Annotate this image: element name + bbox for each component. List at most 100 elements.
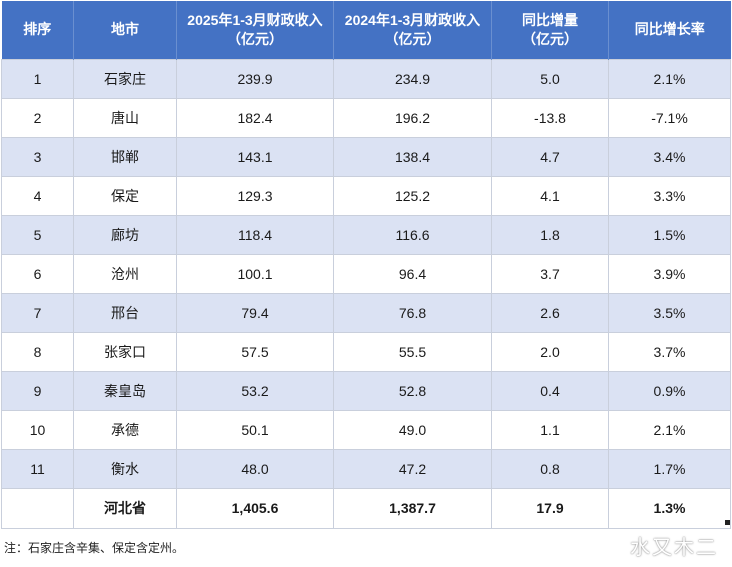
footnote: 注：石家庄含辛集、保定含定州。 [4,541,185,555]
cell-rate: 3.7% [608,331,731,372]
total-row: 河北省 1,405.6 1,387.7 17.9 1.3% [1,487,731,529]
header-increase: 同比增量 （亿元） [491,1,609,59]
header-rank: 排序 [1,1,74,59]
total-rank [1,487,74,529]
cell-rev2024: 55.5 [333,331,492,372]
cell-city: 沧州 [73,253,177,294]
cell-rev2025: 182.4 [176,97,334,138]
header-city-text: 地市 [111,21,139,38]
cell-rev2025: 50.1 [176,409,334,450]
table-row: 10 承德 50.1 49.0 1.1 2.1% [1,409,731,450]
cell-increase: 0.8 [491,448,609,489]
cell-increase: 2.0 [491,331,609,372]
cell-rev2025: 57.5 [176,331,334,372]
cell-rate: 3.4% [608,136,731,177]
cell-increase: -13.8 [491,97,609,138]
cell-rate: 3.3% [608,175,731,216]
cell-rate: 2.1% [608,409,731,450]
cell-rev2024: 96.4 [333,253,492,294]
cell-rate: 2.1% [608,58,731,99]
cell-rev2025: 118.4 [176,214,334,255]
cell-rev2025: 143.1 [176,136,334,177]
cell-city: 承德 [73,409,177,450]
header-rate-text: 同比增长率 [634,21,705,38]
cell-increase: 5.0 [491,58,609,99]
header-rev2025-line1: 2025年1-3月财政收入 [187,11,323,28]
cell-rev2024: 76.8 [333,292,492,333]
table-row: 7 邢台 79.4 76.8 2.6 3.5% [1,292,731,333]
cell-increase: 4.1 [491,175,609,216]
corner-mark [725,520,730,525]
header-rank-text: 排序 [23,21,52,38]
cell-increase: 1.1 [491,409,609,450]
table-header-row: 排序 地市 2025年1-3月财政收入 （亿元） 2024年1-3月财政收入 （亿元… [1,1,731,59]
total-city: 河北省 [73,487,177,529]
cell-rev2024: 138.4 [333,136,492,177]
cell-rank: 6 [1,253,74,294]
cell-rev2024: 116.6 [333,214,492,255]
fiscal-revenue-table: 排序 地市 2025年1-3月财政收入 （亿元） 2024年1-3月财政收入 （亿元… [1,1,731,529]
header-rev2025: 2025年1-3月财政收入 （亿元） [176,1,334,59]
header-increase-line2: （亿元） [522,30,578,47]
cell-rank: 9 [1,370,74,411]
cell-rev2024: 196.2 [333,97,492,138]
header-rate: 同比增长率 [608,1,731,59]
cell-city: 衡水 [73,448,177,489]
cell-city: 邯郸 [73,136,177,177]
cell-rate: 1.5% [608,214,731,255]
cell-rev2024: 49.0 [333,409,492,450]
header-rev2024-line2: （亿元） [384,30,441,47]
cell-increase: 3.7 [491,253,609,294]
header-rev2025-line2: （亿元） [227,30,283,47]
cell-city: 邢台 [73,292,177,333]
cell-rate: -7.1% [608,97,731,138]
cell-city: 石家庄 [73,58,177,99]
cell-rev2024: 52.8 [333,370,492,411]
header-city: 地市 [73,1,177,59]
cell-rev2024: 234.9 [333,58,492,99]
cell-city: 秦皇岛 [73,370,177,411]
cell-increase: 0.4 [491,370,609,411]
table-row: 8 张家口 57.5 55.5 2.0 3.7% [1,331,731,372]
cell-rev2024: 47.2 [333,448,492,489]
cell-rev2025: 53.2 [176,370,334,411]
cell-rank: 3 [1,136,74,177]
total-rev2025: 1,405.6 [176,487,334,529]
cell-rev2025: 48.0 [176,448,334,489]
table-row: 4 保定 129.3 125.2 4.1 3.3% [1,175,731,216]
table-row: 3 邯郸 143.1 138.4 4.7 3.4% [1,136,731,177]
cell-rate: 1.7% [608,448,731,489]
header-rev2024: 2024年1-3月财政收入 （亿元） [333,1,492,59]
table-row: 9 秦皇岛 53.2 52.8 0.4 0.9% [1,370,731,411]
cell-city: 张家口 [73,331,177,372]
table-row: 2 唐山 182.4 196.2 -13.8 -7.1% [1,97,731,138]
cell-city: 保定 [73,175,177,216]
cell-rank: 5 [1,214,74,255]
cell-rate: 3.5% [608,292,731,333]
table-row: 5 廊坊 118.4 116.6 1.8 1.5% [1,214,731,255]
cell-city: 廊坊 [73,214,177,255]
cell-rank: 7 [1,292,74,333]
cell-rate: 3.9% [608,253,731,294]
table-row: 6 沧州 100.1 96.4 3.7 3.9% [1,253,731,294]
cell-rank: 1 [1,58,74,99]
header-increase-line1: 同比增量 [522,11,578,28]
table-row: 1 石家庄 239.9 234.9 5.0 2.1% [1,58,731,99]
cell-rank: 2 [1,97,74,138]
cell-increase: 2.6 [491,292,609,333]
cell-city: 唐山 [73,97,177,138]
total-increase: 17.9 [491,487,609,529]
cell-rank: 10 [1,409,74,450]
cell-rev2025: 239.9 [176,58,334,99]
header-rev2024-line1: 2024年1-3月财政收入 [344,11,481,28]
total-rev2024: 1,387.7 [333,487,492,529]
table-row: 11 衡水 48.0 47.2 0.8 1.7% [1,448,731,489]
watermark: 水又木二 [630,537,718,559]
cell-rev2025: 100.1 [176,253,334,294]
total-rate: 1.3% [608,487,731,529]
cell-rev2025: 79.4 [176,292,334,333]
cell-rate: 0.9% [608,370,731,411]
cell-rank: 8 [1,331,74,372]
cell-increase: 1.8 [491,214,609,255]
